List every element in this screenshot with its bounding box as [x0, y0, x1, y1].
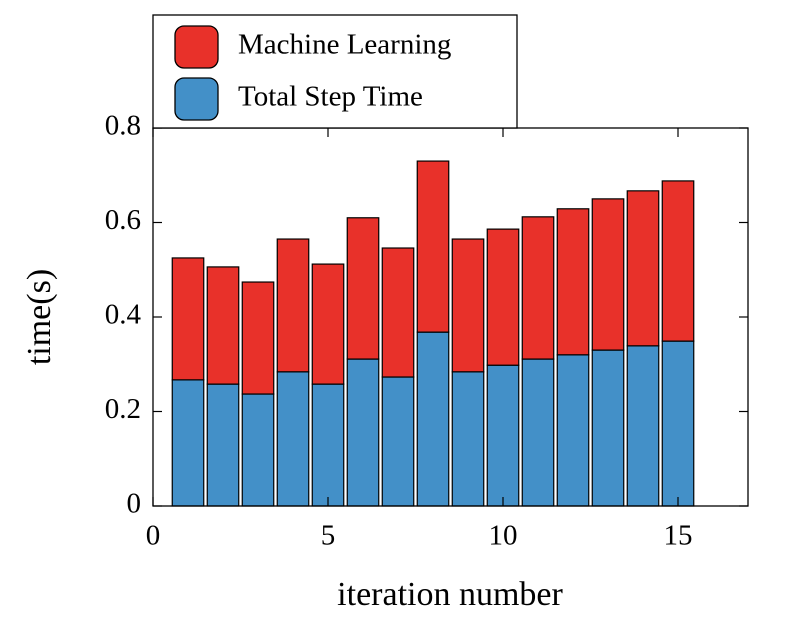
bar-segment	[311, 383, 345, 507]
legend-swatch	[174, 77, 219, 121]
bar-segment	[521, 216, 555, 360]
bar-segment	[661, 180, 695, 342]
bar-segment	[381, 376, 415, 507]
bar-segment	[591, 198, 625, 351]
bar-segment	[276, 238, 310, 373]
bar-segment	[276, 371, 310, 507]
bar-segment	[206, 266, 240, 385]
x-tick-label: 0	[146, 520, 161, 552]
bar-segment	[556, 208, 590, 356]
x-tick-label: 15	[664, 520, 693, 552]
bar-segment	[486, 364, 520, 507]
y-tick-label: 0.4	[105, 299, 142, 331]
bar-segment	[346, 358, 380, 507]
y-tick-label: 0.2	[105, 393, 141, 425]
bar-segment	[486, 228, 520, 366]
bar-segment	[626, 190, 660, 347]
x-tick-label: 5	[321, 520, 336, 552]
y-tick-label: 0.6	[105, 204, 141, 236]
bar-segment	[521, 358, 555, 507]
y-tick-label: 0	[127, 488, 142, 520]
y-tick-label: 0.8	[105, 110, 141, 142]
bar-segment	[451, 238, 485, 373]
bar-segment	[206, 383, 240, 507]
bar-segment	[346, 217, 380, 360]
bar-segment	[416, 331, 450, 507]
bar-segment	[661, 340, 695, 507]
bar-segment	[381, 247, 415, 378]
legend-label: Machine Learning	[238, 29, 451, 61]
bar-segment	[626, 345, 660, 507]
x-axis-label: iteration number	[337, 576, 563, 613]
x-tick-label: 10	[489, 520, 518, 552]
bar-segment	[451, 371, 485, 507]
bar-segment	[591, 349, 625, 507]
bar-segment	[171, 379, 205, 507]
bar-segment	[416, 160, 450, 333]
bar-segment	[311, 263, 345, 385]
bar-segment	[171, 257, 205, 381]
y-axis-label: time(s)	[21, 269, 58, 365]
legend-swatch	[174, 25, 219, 69]
bar-segment	[241, 393, 275, 507]
bar-segment	[241, 281, 275, 395]
bar-segment	[556, 354, 590, 507]
legend-label: Total Step Time	[238, 81, 423, 113]
